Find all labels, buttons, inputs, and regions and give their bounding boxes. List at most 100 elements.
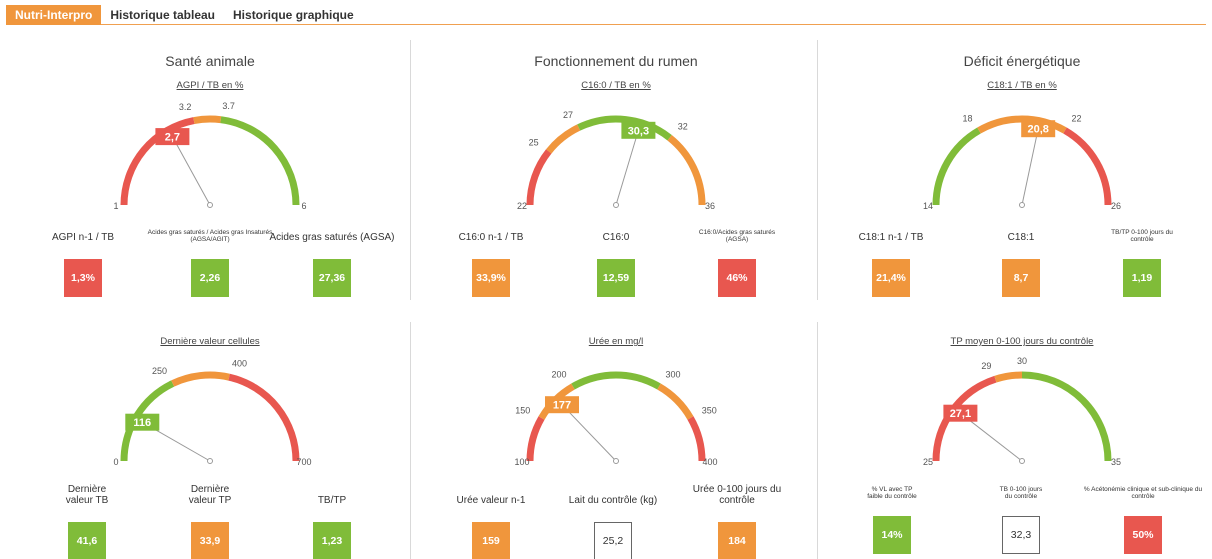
- panel-sante-animale: Santé animale AGPI / TB en % 1 6 3.2 3.7 2,7…: [8, 0, 412, 300]
- gauge: 0 700 250 400 116: [113, 359, 311, 468]
- gauge-tick-label: 3.2: [179, 102, 192, 112]
- panel-deficit-energetique: Déficit énergétique C18:1 / TB en % 14 26…: [820, 0, 1212, 300]
- gauge-tick-label: 32: [678, 122, 688, 132]
- gauge-zone-arc: [526, 416, 545, 462]
- gauge-zone-arc: [526, 149, 552, 206]
- gauge-pivot: [613, 458, 619, 464]
- gauge-pivot: [1019, 202, 1025, 208]
- gauge-needle: [171, 136, 211, 206]
- panel-subtitle[interactable]: AGPI / TB en %: [176, 80, 244, 91]
- gauge-value-label: 116: [133, 417, 151, 429]
- panel-fonctionnement-rumen: Fonctionnement du rumen C16:0 / TB en % …: [414, 0, 818, 300]
- gauge-max-label: 35: [1111, 457, 1121, 467]
- gauge-value-badge: [1021, 120, 1056, 138]
- indicator: C16:0 n-1 / TB 33,9%: [426, 215, 556, 297]
- indicator: C16:0/Acides gras saturés (AGSA) 46%: [672, 215, 802, 297]
- indicator: Urée valeur n-1 159: [426, 478, 556, 559]
- indicator: TB/TP 0-100 jours du contrôle 1,19: [1077, 215, 1207, 297]
- column-divider: [817, 40, 818, 300]
- indicator-value: 1,19: [1123, 259, 1161, 297]
- indicator: TB 0-100 jours du contrôle 32,3: [956, 472, 1086, 554]
- indicator-value: 1,3%: [64, 259, 102, 297]
- panel-subtitle[interactable]: Dernière valeur cellules: [160, 336, 260, 347]
- gauge-tick-label: 18: [962, 113, 972, 123]
- tab-historique-tableau[interactable]: Historique tableau: [110, 8, 216, 22]
- gauge-pivot: [207, 458, 213, 464]
- gauge: 1 6 3.2 3.7 2,7: [113, 101, 306, 211]
- indicator-label: % VL avec TP faible du contrôle: [867, 485, 917, 500]
- indicator-label: AGPI n-1 / TB: [51, 232, 115, 243]
- indicator-value: 12,59: [597, 259, 635, 297]
- indicator-value: 32,3: [1002, 516, 1040, 554]
- indicator-label: C16:0/Acides gras saturés (AGSA): [698, 228, 776, 243]
- indicator-label: TB 0-100 jours du contrôle: [999, 485, 1043, 500]
- panel-subtitle[interactable]: C16:0 / TB en %: [581, 80, 651, 91]
- panel-uree: Urée en mg/l 100 400 150 200 300 350 177 Urée …: [414, 0, 818, 559]
- indicator-value: 25,2: [594, 522, 632, 559]
- gauge-max-label: 400: [702, 457, 717, 467]
- indicator: Urée 0-100 jours du contrôle 184: [672, 478, 802, 559]
- panel-title: Santé animale: [165, 53, 255, 69]
- gauge-max-label: 6: [301, 201, 306, 211]
- gauge-tick-label: 25: [529, 137, 539, 147]
- gauge-zone-arc: [228, 373, 300, 462]
- gauge-zone-arc: [977, 115, 1067, 134]
- gauge-zone-arc: [657, 383, 694, 420]
- indicator-value: 184: [718, 522, 756, 559]
- indicator-label: Dernière valeur TP: [188, 484, 232, 506]
- gauge-zone-arc: [577, 115, 672, 141]
- indicator-label: Lait du contrôle (kg): [568, 495, 658, 506]
- gauge-value-label: 27,1: [950, 408, 971, 420]
- gauge-value-badge: [125, 413, 160, 431]
- gauge-value-label: 177: [553, 400, 571, 412]
- tab-historique-graphique[interactable]: Historique graphique: [233, 8, 354, 22]
- gauge-pivot: [613, 202, 619, 208]
- gauge-value-badge: [545, 396, 579, 414]
- indicator: Dernière valeur TP 33,9: [145, 478, 275, 559]
- gauge-zone-arc: [932, 127, 981, 206]
- indicator-value: 33,9%: [472, 259, 510, 297]
- gauge: 22 36 25 27 32 30,3: [517, 110, 715, 211]
- indicator-label: Acides gras saturés (AGSA): [269, 232, 395, 243]
- gauge-zone-arc: [687, 416, 706, 462]
- indicator-label: TB/TP 0-100 jours du contrôle: [1111, 228, 1173, 243]
- gauge-min-label: 14: [923, 201, 933, 211]
- panel-subtitle[interactable]: Urée en mg/l: [588, 336, 644, 347]
- indicator-value: 1,23: [313, 522, 351, 559]
- gauge-zone-arc: [546, 124, 581, 154]
- gauge-tick-label: 200: [551, 369, 566, 379]
- indicator: C18:1 n-1 / TB 21,4%: [826, 215, 956, 297]
- gauge-min-label: 0: [113, 457, 118, 467]
- gauge-value-badge: [943, 404, 978, 422]
- indicator: Dernière valeur TB 41,6: [22, 478, 152, 559]
- gauge-min-label: 1: [113, 201, 118, 211]
- panel-subtitle[interactable]: TP moyen 0-100 jours du contrôle: [950, 336, 1094, 347]
- panel-title: Fonctionnement du rumen: [534, 53, 698, 69]
- panel-subtitle[interactable]: C18:1 / TB en %: [987, 80, 1057, 91]
- gauge-tick-label: 300: [666, 369, 681, 379]
- indicator-label: Urée valeur n-1: [456, 495, 526, 506]
- gauge-pivot: [1019, 458, 1025, 464]
- indicator: C18:1 8,7: [956, 215, 1086, 297]
- gauge-value-label: 20,8: [1027, 124, 1048, 136]
- indicator: % Acétonémie clinique et sub-clinique du…: [1078, 472, 1208, 554]
- tab-nutri-interpro[interactable]: Nutri-Interpro: [6, 5, 102, 25]
- indicator-value: 41,6: [68, 522, 106, 559]
- gauge-tick-label: 27: [563, 110, 573, 120]
- indicator: C16:0 12,59: [551, 215, 681, 297]
- gauge-min-label: 22: [517, 201, 527, 211]
- indicator-label: Urée 0-100 jours du contrôle: [692, 484, 782, 506]
- tab-bar: Nutri-Interpro Historique tableau Histor…: [6, 5, 1206, 25]
- gauge-tick-label: 3.7: [222, 101, 235, 111]
- indicator-value: 8,7: [1002, 259, 1040, 297]
- gauge-needle: [1021, 128, 1039, 206]
- gauge-value-label: 30,3: [628, 125, 649, 137]
- gauge-zone-arc: [667, 135, 706, 206]
- indicator-label: Acides gras saturés / Acides gras Insatu…: [147, 228, 273, 243]
- gauge-value-label: 2,7: [165, 132, 180, 144]
- indicator: AGPI n-1 / TB 1,3%: [18, 215, 148, 297]
- indicator-value: 159: [472, 522, 510, 559]
- gauge-tick-label: 150: [515, 406, 530, 416]
- gauge-max-label: 26: [1111, 201, 1121, 211]
- indicator-value: 2,26: [191, 259, 229, 297]
